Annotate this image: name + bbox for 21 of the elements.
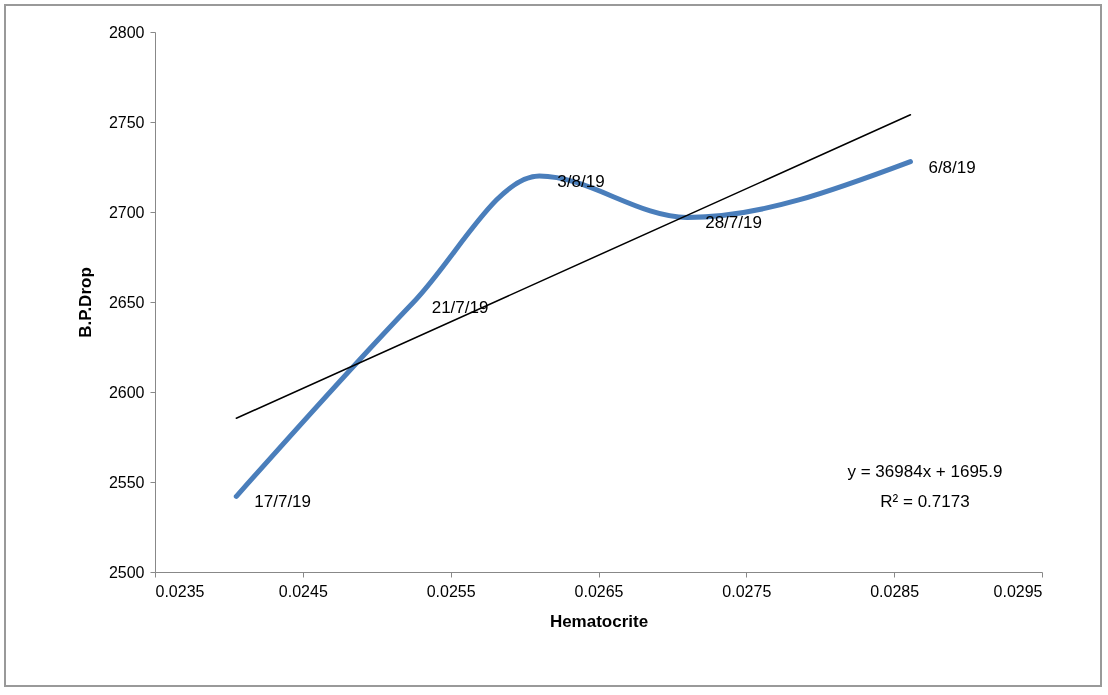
y-tick-label: 2500 xyxy=(108,563,145,581)
x-tick-label: 0.0245 xyxy=(278,582,328,600)
x-tick-label: 0.0265 xyxy=(574,582,624,600)
annotation: 28/7/19 xyxy=(705,213,762,233)
x-tick-label: 0.0235 xyxy=(155,582,205,600)
x-tick-label: 0.0295 xyxy=(993,582,1043,600)
y-tick-label: 2650 xyxy=(108,293,145,311)
x-axis-title: Hematocrite xyxy=(549,611,649,631)
annotation: 17/7/19 xyxy=(254,492,312,512)
y-tick-label: 2600 xyxy=(108,383,145,401)
x-tick-label: 0.0255 xyxy=(426,582,476,600)
annotation: 6/8/19 xyxy=(928,157,976,177)
y-tick-label: 2700 xyxy=(108,203,145,221)
y-axis-title: B.P.Drop xyxy=(75,267,95,338)
annotation: R² = 0.7173 xyxy=(880,492,970,511)
x-tick-label: 0.0275 xyxy=(722,582,772,600)
annotation: y = 36984x + 1695.9 xyxy=(847,462,1003,481)
y-tick-label: 2750 xyxy=(108,113,145,131)
y-tick-label: 2800 xyxy=(108,23,145,41)
x-tick-label: 0.0285 xyxy=(870,582,920,600)
y-tick-label: 2550 xyxy=(108,473,145,491)
